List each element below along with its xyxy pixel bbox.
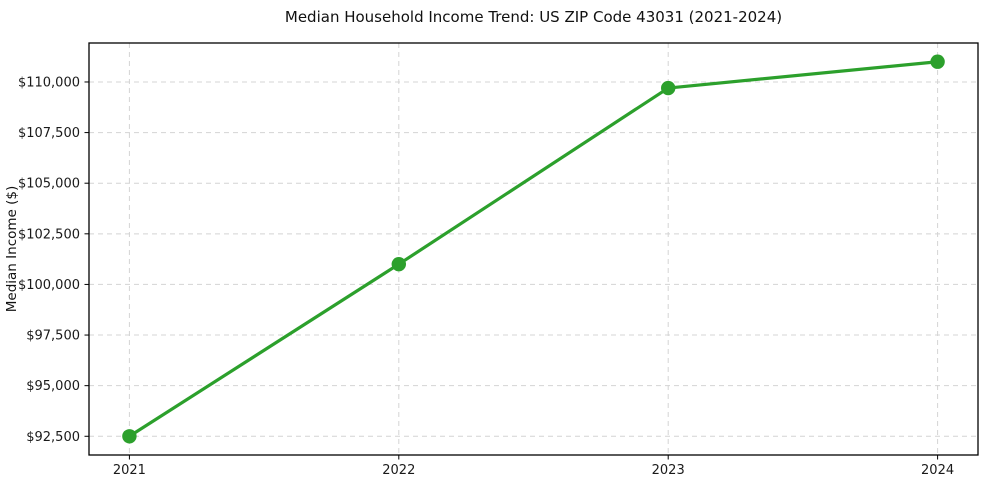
- y-tick-label: $92,500: [26, 430, 80, 445]
- chart-title: Median Household Income Trend: US ZIP Co…: [284, 8, 783, 26]
- y-tick-label: $97,500: [26, 329, 80, 344]
- y-tick-label: $102,500: [18, 227, 80, 242]
- data-point-marker: [391, 256, 407, 272]
- y-tick-label: $100,000: [18, 278, 80, 293]
- data-point-marker: [122, 429, 137, 444]
- y-tick-label: $107,500: [18, 126, 80, 141]
- x-tick-label: 2023: [652, 463, 685, 478]
- y-tick-label: $95,000: [26, 379, 80, 394]
- y-tick-label: $110,000: [18, 75, 80, 90]
- trend-line: [127, 60, 940, 438]
- x-tick-label: 2022: [382, 463, 415, 478]
- y-axis-label: Median Income ($): [4, 186, 20, 312]
- x-tick-label: 2021: [113, 463, 146, 478]
- y-tick-label: $105,000: [18, 177, 80, 192]
- data-point-marker: [660, 80, 676, 96]
- data-point-marker: [930, 54, 945, 69]
- plot-border: [88, 42, 979, 456]
- x-tick-label: 2024: [921, 463, 954, 478]
